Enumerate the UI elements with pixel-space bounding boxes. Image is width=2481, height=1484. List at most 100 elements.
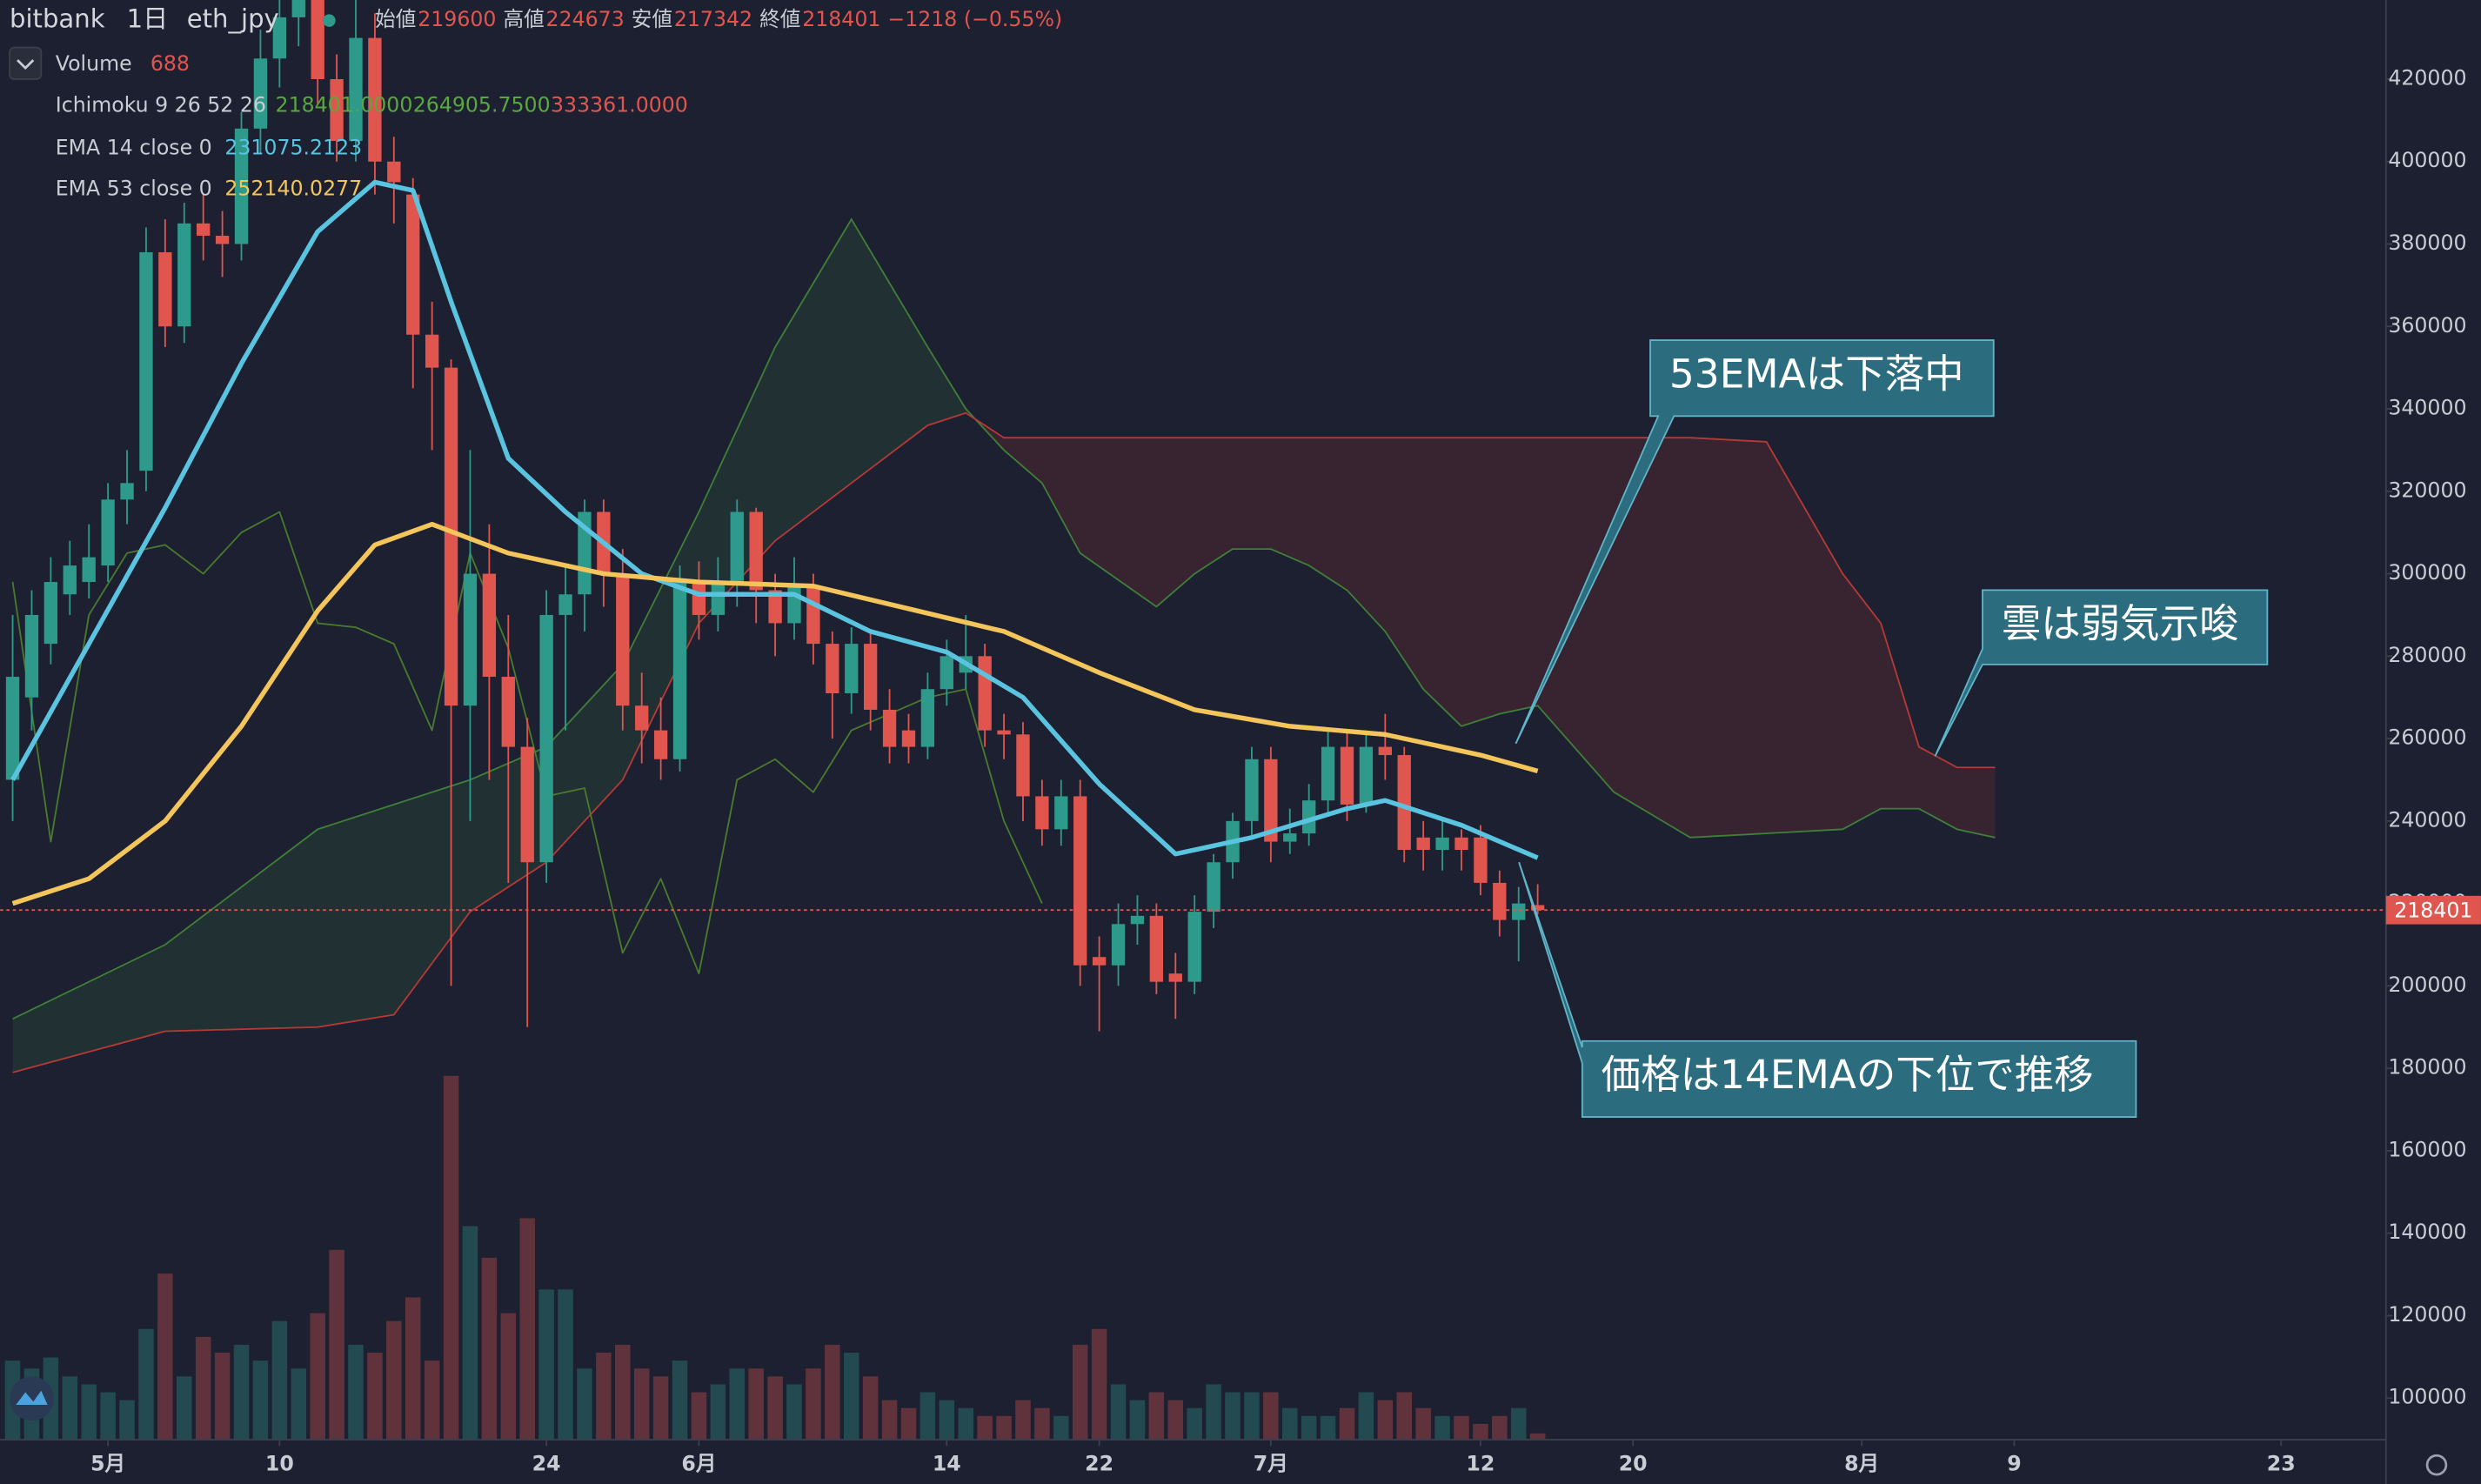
volume-bar [596,1353,612,1441]
candle-body [1111,924,1126,966]
y-tick-label: 400000 [2388,148,2466,172]
candle-body [920,689,935,747]
ema14-value: 231075.2123 [224,135,362,159]
x-tick-label: 14 [933,1452,961,1476]
volume-bar [1358,1392,1374,1441]
volume-bar [405,1297,421,1441]
candle-body [272,17,287,59]
volume-bar [843,1353,859,1441]
ichimoku-value: 333361.0000 [551,92,688,117]
volume-bar [1034,1407,1050,1441]
candle-body [139,251,153,471]
y-tick-label: 180000 [2388,1055,2466,1080]
volume-bar [633,1368,650,1441]
candle-body [1416,837,1430,851]
volume-bar [710,1384,726,1441]
volume-bar [367,1353,383,1441]
ema53-value: 252140.0277 [224,177,362,201]
volume-bar [157,1273,173,1441]
candle-body [882,709,897,747]
candle-body [63,565,77,595]
low-label: 安値 [632,7,672,31]
interval: 1日 [127,4,169,34]
x-tick-label: 6月 [681,1452,716,1476]
last-price-tag [2385,895,2481,925]
volume-bar [100,1392,116,1441]
volume-bar [691,1392,707,1441]
volume-bar [996,1415,1012,1441]
candle-body [1187,912,1201,982]
candle-body [692,582,706,615]
volume-bar [1473,1423,1488,1441]
volume-bar [748,1368,764,1441]
last-price-label: 218401 [2394,899,2472,923]
y-tick-label: 300000 [2388,560,2466,585]
candle-body [311,0,324,79]
callout-box [1934,589,2269,757]
volume-bar [1244,1392,1260,1441]
candle-body [845,644,859,693]
volume-bar [519,1218,535,1441]
candle-body [1283,833,1297,842]
x-tick-label: 20 [1619,1452,1648,1476]
volume-bar [1187,1407,1202,1441]
candle-body [82,557,96,583]
volume-bar [271,1320,288,1441]
settings-icon[interactable] [2425,1454,2448,1476]
candle-body [482,573,497,678]
volume-bar [1339,1407,1355,1441]
volume-bar [1510,1407,1527,1441]
candle-body [1474,837,1488,883]
open-label: 始値 [375,7,416,31]
y-tick-label: 200000 [2388,973,2466,997]
y-tick-label: 380000 [2388,231,2466,255]
y-tick-label: 340000 [2388,396,2466,420]
volume-bar [233,1344,250,1441]
candle-body [5,677,20,780]
candle-body [501,677,515,747]
candle-body [120,483,134,500]
span-b [12,411,1996,1073]
candle-body [749,511,763,591]
candle-body [197,223,211,237]
candle-body [730,511,744,583]
volume-bar [1454,1415,1469,1441]
y-tick-label: 320000 [2388,478,2466,502]
volume-bar [443,1075,459,1441]
collapse-button[interactable] [9,46,43,80]
logo [10,1376,54,1421]
x-tick-label: 5月 [90,1452,125,1476]
high-label: 高値 [503,7,544,31]
volume-bar [1072,1344,1088,1441]
volume-bar [1148,1392,1165,1441]
volume-bar [138,1328,154,1441]
volume-bar [62,1376,78,1441]
candle-body [558,594,572,615]
volume-bar [558,1289,573,1441]
x-tick-label: 12 [1466,1452,1495,1476]
volume-bar [1415,1407,1431,1441]
volume-bar [881,1400,898,1441]
y-tick-label: 100000 [2388,1385,2466,1409]
candle-body [1054,796,1068,830]
volume-bar [1167,1400,1184,1441]
close-value: 218401 [802,7,880,31]
candle-body [177,223,191,327]
y-tick-label: 420000 [2388,65,2466,90]
volume-bar [119,1400,135,1441]
volume-bar [1301,1415,1317,1441]
chevron-icon [17,59,35,70]
y-tick-label: 260000 [2388,725,2466,750]
volume-bar [462,1226,478,1441]
candle-body [291,0,305,17]
volume-bar [862,1376,879,1441]
candle-body [425,334,439,368]
volume-bar [348,1344,364,1441]
candle-body [463,573,478,706]
candle-body [1302,800,1316,834]
volume-bar [1281,1407,1298,1441]
x-tick-label: 24 [532,1452,561,1476]
logo-icon [16,1390,48,1406]
